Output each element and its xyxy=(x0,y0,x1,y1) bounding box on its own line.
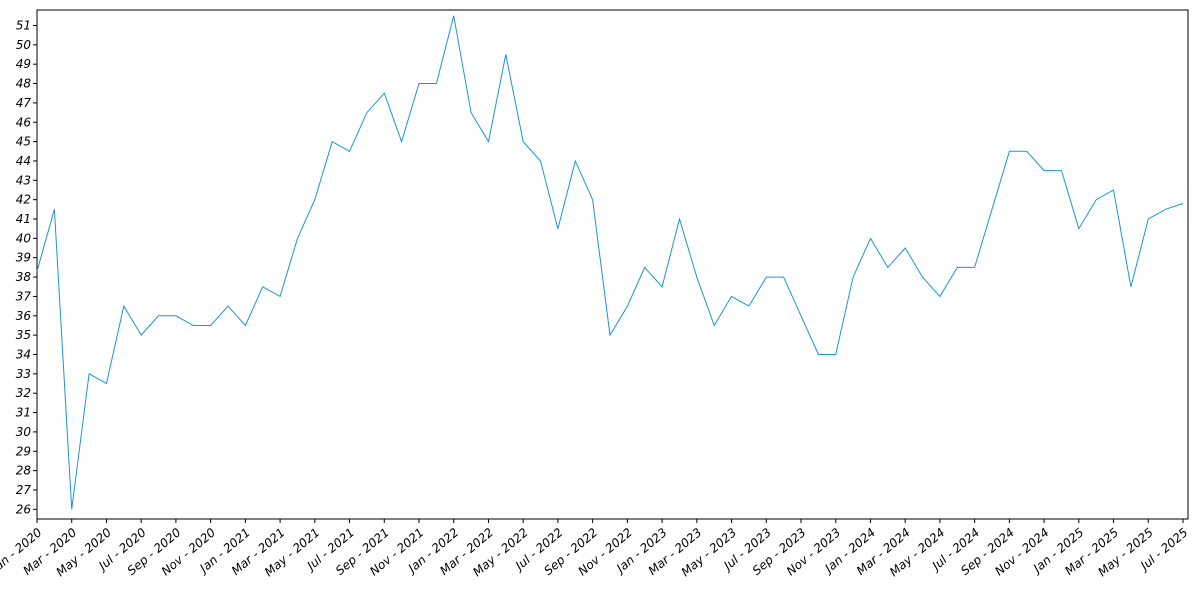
data-line xyxy=(36,15,1184,510)
y-tick-label: 28 xyxy=(16,464,32,478)
y-tick-label: 34 xyxy=(16,347,31,361)
y-tick-label: 40 xyxy=(16,231,32,245)
y-tick-label: 41 xyxy=(16,212,31,226)
y-tick-label: 35 xyxy=(16,328,31,342)
y-tick-label: 46 xyxy=(16,115,32,129)
y-tick-label: 33 xyxy=(16,367,31,381)
y-tick-label: 44 xyxy=(16,154,31,168)
y-tick-label: 38 xyxy=(16,270,32,284)
y-tick-label: 50 xyxy=(16,38,32,52)
y-tick-label: 51 xyxy=(16,18,31,32)
y-tick-label: 48 xyxy=(16,77,32,91)
y-tick-label: 27 xyxy=(16,483,32,497)
y-tick-label: 31 xyxy=(16,406,31,420)
y-tick-label: 32 xyxy=(16,386,31,400)
y-tick-label: 42 xyxy=(16,193,31,207)
y-tick-label: 37 xyxy=(16,289,32,303)
plot-frame xyxy=(36,9,1189,520)
y-tick-label: 30 xyxy=(16,425,32,439)
y-tick-label: 45 xyxy=(16,135,31,149)
y-tick-label: 39 xyxy=(16,251,31,265)
y-tick-label: 43 xyxy=(16,173,31,187)
y-tick-label: 49 xyxy=(16,57,31,71)
y-tick-label: 29 xyxy=(16,444,31,458)
y-tick-label: 26 xyxy=(16,502,32,516)
y-tick-label: 47 xyxy=(16,96,32,110)
y-tick-label: 36 xyxy=(16,309,32,323)
